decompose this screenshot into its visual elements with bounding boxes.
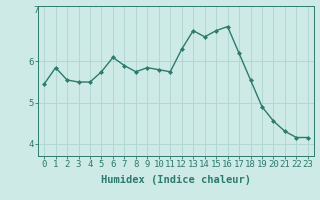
- Text: 7: 7: [33, 6, 38, 15]
- X-axis label: Humidex (Indice chaleur): Humidex (Indice chaleur): [101, 175, 251, 185]
